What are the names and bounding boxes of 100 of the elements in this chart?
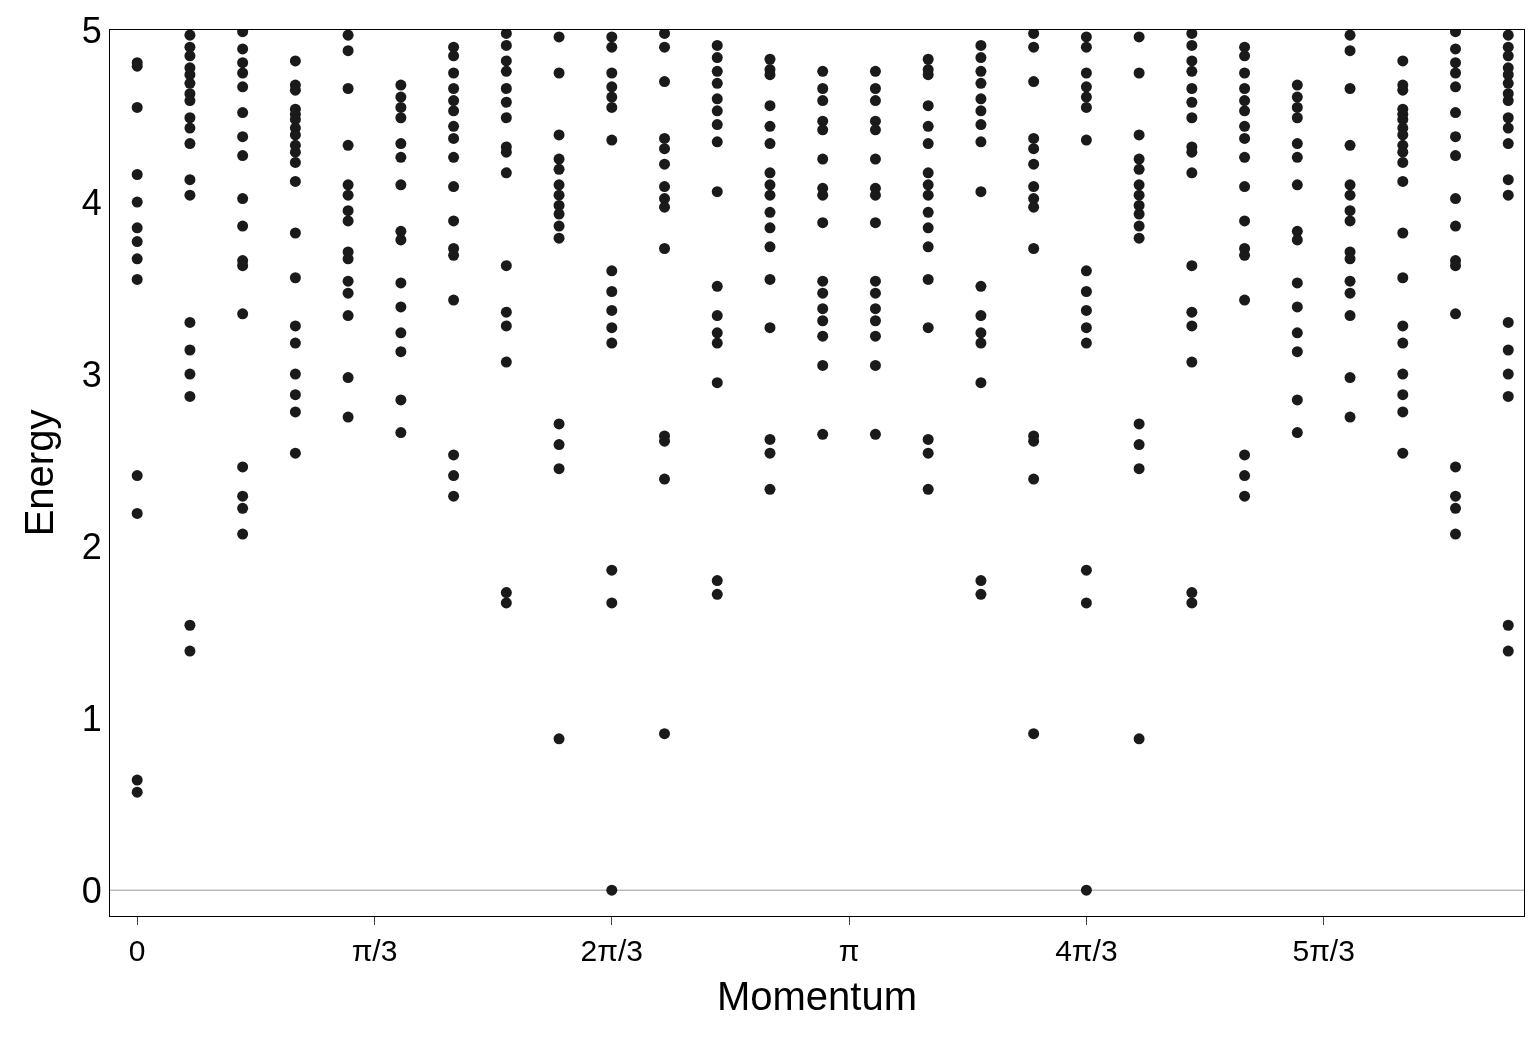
point — [395, 138, 407, 150]
point — [448, 120, 460, 132]
point — [448, 105, 460, 117]
point — [1291, 91, 1303, 103]
point — [1397, 447, 1409, 459]
point — [606, 134, 618, 146]
point — [711, 575, 723, 587]
point — [606, 265, 618, 277]
point — [395, 91, 407, 103]
point — [342, 139, 354, 151]
point — [553, 733, 565, 745]
point — [1291, 301, 1303, 313]
point — [448, 151, 460, 163]
point — [869, 428, 881, 440]
point — [606, 31, 618, 43]
point — [922, 120, 934, 132]
point — [764, 100, 776, 112]
point — [500, 587, 512, 599]
y-tick-label: 3 — [81, 353, 102, 395]
point — [817, 428, 829, 440]
point — [342, 45, 354, 57]
point — [553, 189, 565, 201]
point — [711, 377, 723, 389]
point — [764, 447, 776, 459]
point — [395, 151, 407, 163]
point — [922, 100, 934, 112]
point — [1028, 728, 1040, 740]
point — [184, 138, 196, 150]
point — [342, 275, 354, 287]
point — [448, 294, 460, 306]
point — [1028, 158, 1040, 170]
point — [764, 222, 776, 234]
point — [711, 186, 723, 198]
point — [1397, 272, 1409, 284]
point — [1239, 470, 1251, 482]
point — [1080, 81, 1092, 93]
point — [1080, 265, 1092, 277]
point — [1186, 306, 1198, 318]
point — [764, 322, 776, 334]
point — [1344, 179, 1356, 191]
point — [1080, 91, 1092, 103]
point — [448, 215, 460, 227]
point — [922, 483, 934, 495]
point — [237, 490, 249, 502]
point — [184, 112, 196, 124]
point — [131, 196, 143, 208]
point — [1028, 30, 1040, 39]
point — [342, 310, 354, 322]
point — [1344, 82, 1356, 94]
point — [817, 315, 829, 327]
point — [1186, 55, 1198, 67]
point — [289, 227, 301, 239]
point — [237, 193, 249, 205]
point — [659, 76, 671, 88]
point — [1239, 105, 1251, 117]
y-tick-label: 1 — [81, 697, 102, 739]
point — [1450, 107, 1462, 119]
point — [975, 377, 987, 389]
point — [711, 77, 723, 89]
point — [764, 483, 776, 495]
point — [975, 77, 987, 89]
point — [289, 337, 301, 349]
point — [1080, 564, 1092, 576]
point — [975, 93, 987, 105]
point — [237, 220, 249, 232]
point — [606, 564, 618, 576]
point — [500, 39, 512, 51]
point — [1502, 645, 1514, 657]
point — [869, 315, 881, 327]
point — [869, 217, 881, 229]
point — [1291, 234, 1303, 246]
point — [1502, 174, 1514, 186]
point — [975, 280, 987, 292]
point — [237, 107, 249, 119]
point — [1028, 76, 1040, 88]
point — [1133, 463, 1145, 475]
point — [817, 217, 829, 229]
point — [817, 275, 829, 287]
point — [764, 120, 776, 132]
point — [342, 215, 354, 227]
point — [711, 280, 723, 292]
point — [500, 320, 512, 332]
point — [975, 588, 987, 600]
point — [606, 322, 618, 334]
point — [553, 31, 565, 43]
point — [1450, 193, 1462, 205]
point — [1133, 232, 1145, 244]
point — [500, 55, 512, 67]
point — [500, 597, 512, 609]
point — [1397, 320, 1409, 332]
point — [395, 327, 407, 339]
point — [1291, 179, 1303, 191]
point — [869, 330, 881, 342]
point — [1239, 151, 1251, 163]
point — [711, 136, 723, 148]
point — [1239, 449, 1251, 461]
point — [500, 260, 512, 272]
x-tick-label: π — [838, 934, 860, 967]
point — [764, 241, 776, 253]
point — [448, 67, 460, 79]
